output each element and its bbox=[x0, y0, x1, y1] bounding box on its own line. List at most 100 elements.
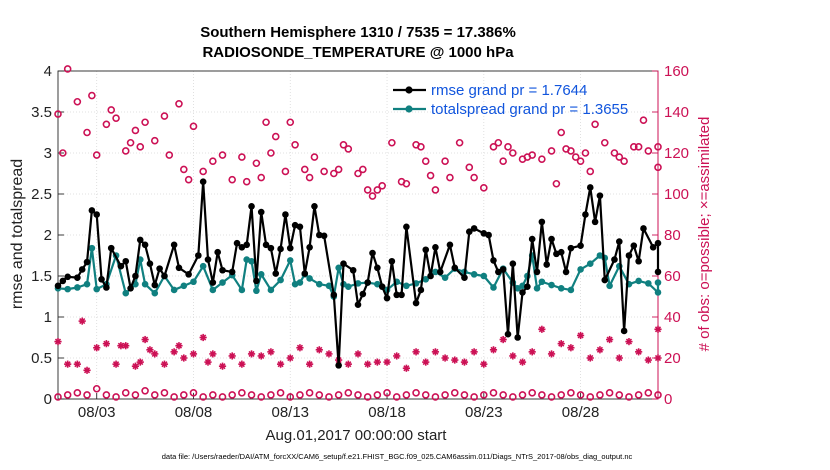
rmse-point bbox=[262, 241, 270, 249]
bottom-obs-point bbox=[150, 391, 159, 399]
assimilated-obs-point bbox=[586, 354, 594, 362]
rmse-point bbox=[349, 266, 357, 274]
possible-obs-point bbox=[281, 167, 290, 176]
assimilated-obs-point bbox=[615, 354, 623, 362]
bottom-obs-point bbox=[92, 384, 101, 393]
assimilated-obs-point bbox=[654, 325, 662, 333]
rmse-series bbox=[54, 178, 662, 369]
bottom-obs-point bbox=[305, 389, 314, 397]
bottom-obs-point bbox=[634, 391, 643, 399]
assimilated-obs-point bbox=[204, 358, 212, 366]
possible-obs-point bbox=[238, 153, 246, 161]
assimilated-obs-stroke bbox=[93, 344, 100, 351]
possible-obs-point bbox=[600, 138, 609, 147]
rmse-point bbox=[301, 270, 309, 277]
rmse-point bbox=[364, 279, 371, 286]
rmse-point bbox=[485, 231, 492, 239]
rmse-point bbox=[93, 211, 101, 218]
totalspread-point bbox=[548, 281, 555, 289]
rmse-point bbox=[228, 268, 236, 276]
assimilated-obs-stroke bbox=[548, 350, 555, 357]
rmse-point bbox=[601, 276, 609, 284]
bottom-obs-point bbox=[170, 393, 178, 401]
assimilated-obs-point bbox=[296, 344, 304, 352]
bottom-obs-point bbox=[538, 391, 546, 399]
rmse-point bbox=[635, 257, 642, 265]
possible-obs-point bbox=[267, 149, 275, 157]
assimilated-obs-stroke bbox=[461, 359, 468, 366]
totalspread-point bbox=[151, 289, 159, 297]
totalspread-point bbox=[315, 280, 323, 288]
possible-obs-point bbox=[373, 186, 382, 194]
rmse-point bbox=[83, 258, 91, 266]
possible-obs-point bbox=[465, 163, 474, 172]
rmse-point bbox=[403, 223, 410, 231]
possible-obs-point bbox=[73, 97, 82, 106]
totalspread-point bbox=[209, 286, 217, 294]
rmse-point bbox=[620, 327, 628, 335]
possible-obs-point bbox=[634, 143, 643, 151]
bottom-obs-point bbox=[625, 393, 633, 401]
rmse-point bbox=[649, 244, 657, 251]
totalspread-point bbox=[645, 280, 652, 287]
assimilated-obs-point bbox=[170, 348, 178, 356]
assimilated-obs-stroke bbox=[306, 361, 313, 368]
possible-obs-point bbox=[180, 165, 188, 174]
assimilated-obs-stroke bbox=[204, 359, 212, 366]
rmse-point bbox=[146, 260, 154, 268]
rmse-point bbox=[446, 241, 454, 249]
possible-obs-point bbox=[300, 165, 309, 174]
assimilated-obs-stroke bbox=[74, 361, 81, 368]
rmse-point bbox=[354, 301, 362, 309]
possible-obs-point bbox=[480, 184, 488, 192]
possible-obs-point bbox=[141, 118, 149, 127]
bottom-obs-point bbox=[218, 393, 227, 401]
possible-obs-point bbox=[252, 159, 261, 168]
rmse-point bbox=[567, 244, 575, 252]
assimilated-obs-point bbox=[364, 360, 372, 368]
assimilated-obs-stroke bbox=[364, 361, 371, 368]
assimilated-obs-stroke bbox=[383, 359, 391, 366]
right-tick-label: 120 bbox=[664, 145, 689, 162]
rmse-point bbox=[151, 281, 159, 289]
bottom-obs-point bbox=[402, 391, 411, 399]
assimilated-obs-stroke bbox=[558, 340, 565, 347]
bottom-obs-point bbox=[334, 391, 343, 399]
assimilated-obs-point bbox=[247, 350, 256, 358]
assimilated-obs-point bbox=[499, 335, 507, 344]
rmse-point bbox=[393, 291, 401, 299]
rmse-point bbox=[557, 248, 565, 256]
assimilated-obs-point bbox=[460, 358, 469, 366]
assimilated-obs-stroke bbox=[432, 348, 439, 355]
rmse-point bbox=[122, 257, 130, 265]
assimilated-obs-point bbox=[209, 350, 217, 358]
bottom-obs-point bbox=[605, 389, 614, 397]
assimilated-obs-stroke bbox=[132, 363, 139, 370]
rmse-point bbox=[78, 266, 86, 273]
bottom-obs-point bbox=[596, 391, 604, 399]
totalspread-point bbox=[354, 280, 362, 287]
possible-obs-point bbox=[184, 175, 193, 184]
totalspread-point bbox=[286, 257, 294, 264]
possible-obs-point bbox=[334, 165, 343, 174]
bottom-obs-point bbox=[547, 393, 556, 401]
possible-obs-point bbox=[388, 138, 396, 147]
assimilated-obs-stroke bbox=[180, 354, 187, 362]
assimilated-obs-point bbox=[412, 348, 420, 356]
bottom-obs-point bbox=[238, 389, 246, 397]
possible-obs-point bbox=[92, 151, 101, 159]
rmse-point bbox=[630, 242, 638, 249]
assimilated-obs-point bbox=[344, 360, 352, 368]
rmse-point bbox=[243, 241, 251, 249]
bottom-obs-point bbox=[557, 391, 566, 399]
possible-obs-point bbox=[620, 157, 628, 165]
possible-obs-point bbox=[112, 114, 120, 122]
left-axis-ticks: 0 0.5 1 1.5 2 2.5 3 3.5 4 bbox=[31, 63, 64, 408]
possible-obs-point bbox=[310, 153, 319, 161]
rmse-point bbox=[432, 244, 439, 251]
possible-obs-point bbox=[509, 149, 517, 157]
totalspread-point bbox=[441, 274, 449, 281]
totalspread-point bbox=[480, 272, 488, 280]
bottom-obs-point bbox=[160, 389, 169, 397]
rmse-point bbox=[74, 274, 81, 281]
